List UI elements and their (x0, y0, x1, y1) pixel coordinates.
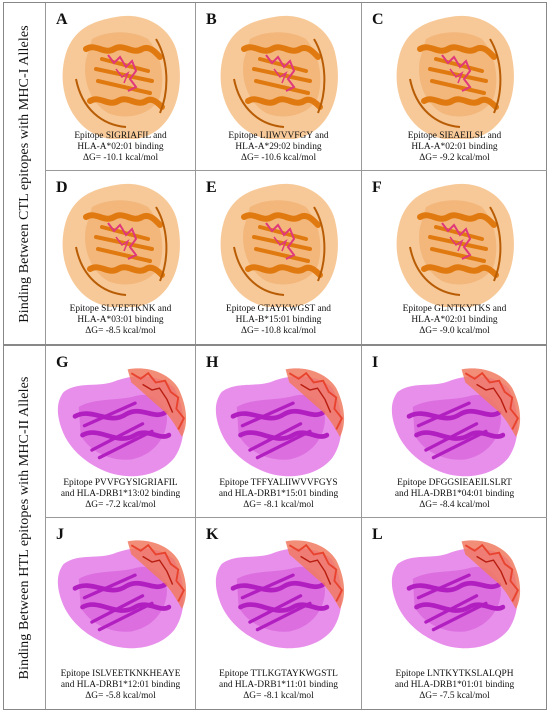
caption-line: Epitope SLVEETKNK and (69, 304, 172, 314)
panel-b: B Epitope LIIWVVFGY and HLA-A*29:02 bindin… (196, 3, 362, 171)
caption-line: HLA-A*02:01 binding (77, 142, 164, 152)
panel-letter: H (206, 354, 219, 371)
section-mhc1: Binding Between CTL epitopes with MHC-I … (3, 2, 547, 345)
caption-line: Epitope GTAYKWGST and (226, 304, 331, 314)
panel-letter: D (56, 179, 68, 196)
caption-line: and HLA-DRB1*01:01 binding (394, 680, 515, 690)
caption-line: Epitope SIEAEILSL and (407, 131, 502, 141)
caption-line: Epitope LNTKYTKSLALQPH (395, 669, 514, 679)
panel-grid-mhc2: G Epitope PVVFGYSIGRIAFIL and HLA-DRB1*13:… (46, 346, 547, 709)
caption-line: and HLA-DRB1*12:01 binding (60, 680, 181, 690)
panel-e: E Epitope GTAYKWGST and HLA-B*15:01 bindin… (196, 171, 362, 344)
binding-energy: ΔG= -8.5 kcal/mol (85, 326, 156, 336)
mhc1-complex-structure (220, 15, 338, 139)
caption-line: Epitope TTLKGTAYKWGSTL (219, 669, 338, 679)
panel-j: J Epitope ISLVEETKNKHEAYE and HLA-DRB1*12:… (46, 518, 196, 709)
mhc1-complex-structure (396, 15, 514, 139)
panel-caption: Epitope GLNTKYTKS and HLA-A*02:01 binding… (364, 304, 545, 337)
caption-line: HLA-A*03:01 binding (77, 315, 164, 325)
panel-letter: F (372, 179, 382, 196)
panel-i: I Epitope DFGGSIEAEILSLRT and HLA-DRB1*04:… (362, 346, 547, 518)
panel-letter: B (206, 11, 217, 28)
mhc2-complex-structure (57, 540, 186, 649)
panel-letter: L (372, 526, 383, 543)
caption-line: Epitope PVVFGYSIGRIAFIL (63, 478, 178, 488)
panel-caption: Epitope LNTKYTKSLALQPH and HLA-DRB1*01:01… (364, 669, 545, 702)
panel-caption: Epitope LIIWVVFGY and HLA-A*29:02 binding… (198, 131, 359, 164)
panel-letter: E (206, 179, 217, 196)
caption-line: and HLA-DRB1*13:02 binding (60, 489, 181, 499)
binding-energy: ΔG= -8.1 kcal/mol (243, 691, 314, 701)
binding-energy: ΔG= -9.2 kcal/mol (419, 153, 490, 163)
panel-caption: Epitope TFFYALIIWVVFGYS and HLA-DRB1*15:0… (198, 478, 359, 511)
panel-letter: K (206, 526, 219, 543)
caption-line: Epitope ISLVEETKNKHEAYE (60, 669, 181, 679)
caption-line: and HLA-DRB1*04:01 binding (394, 489, 515, 499)
caption-line: HLA-A*02:01 binding (411, 142, 498, 152)
panel-h: H Epitope TFFYALIIWVVFGYS and HLA-DRB1*15:… (196, 346, 362, 518)
panel-c: C Epitope SIEAEILSL and HLA-A*02:01 bindin… (362, 3, 547, 171)
panel-letter: A (56, 11, 68, 28)
panel-caption: Epitope PVVFGYSIGRIAFIL and HLA-DRB1*13:0… (48, 478, 193, 511)
binding-energy: ΔG= -9.0 kcal/mol (419, 326, 490, 336)
panel-grid-mhc1: A Epitope SIGRIAFIL and HLA-A*02:01 bindin… (46, 3, 547, 344)
panel-f: F Epitope GLNTKYTKS and HLA-A*02:01 bindin… (362, 171, 547, 344)
mhc2-complex-structure (391, 368, 520, 477)
caption-line: and HLA-DRB1*11:01 binding (219, 680, 338, 690)
binding-energy: ΔG= -10.6 kcal/mol (240, 153, 317, 163)
caption-line: Epitope SIGRIAFIL and (74, 131, 167, 141)
caption-line: and HLA-DRB1*15:01 binding (218, 489, 339, 499)
caption-line: HLA-A*29:02 binding (235, 142, 322, 152)
panel-d: D Epitope SLVEETKNK and HLA-A*03:01 bindin… (46, 171, 196, 344)
caption-line: Epitope TFFYALIIWVVFGYS (219, 478, 338, 488)
binding-energy: ΔG= -7.2 kcal/mol (85, 500, 156, 510)
panel-letter: G (56, 354, 69, 371)
panel-g: G Epitope PVVFGYSIGRIAFIL and HLA-DRB1*13:… (46, 346, 196, 518)
caption-line: Epitope LIIWVVFGY and (228, 131, 329, 141)
caption-line: HLA-A*02:01 binding (411, 315, 498, 325)
panel-letter: J (56, 526, 64, 543)
section-label-mhc2: Binding Between HTL epitopes with MHC-II… (4, 346, 46, 709)
caption-line: HLA-B*15:01 binding (235, 315, 322, 325)
panel-caption: Epitope SIGRIAFIL and HLA-A*02:01 binding… (48, 131, 193, 164)
panel-a: A Epitope SIGRIAFIL and HLA-A*02:01 bindin… (46, 3, 196, 171)
panel-caption: Epitope SLVEETKNK and HLA-A*03:01 binding… (48, 304, 193, 337)
mhc1-complex-structure (62, 183, 180, 307)
mhc1-complex-structure (396, 183, 514, 307)
binding-energy: ΔG= -10.1 kcal/mol (82, 153, 159, 163)
section-label-mhc1: Binding Between CTL epitopes with MHC-I … (4, 3, 46, 344)
panel-caption: Epitope DFGGSIEAEILSLRT and HLA-DRB1*04:0… (364, 478, 545, 511)
binding-energy: ΔG= -8.1 kcal/mol (243, 500, 314, 510)
mhc2-complex-structure (57, 368, 186, 477)
mhc1-complex-structure (220, 183, 338, 307)
panel-caption: Epitope SIEAEILSL and HLA-A*02:01 binding… (364, 131, 545, 164)
mhc2-complex-structure (215, 368, 344, 477)
binding-energy: ΔG= -10.8 kcal/mol (240, 326, 317, 336)
mhc1-complex-structure (62, 15, 180, 139)
panel-caption: Epitope TTLKGTAYKWGSTL and HLA-DRB1*11:01… (198, 669, 359, 702)
mhc2-complex-structure (215, 540, 344, 649)
caption-line: Epitope GLNTKYTKS and (402, 304, 507, 314)
caption-line: Epitope DFGGSIEAEILSLRT (397, 478, 512, 488)
panel-caption: Epitope GTAYKWGST and HLA-B*15:01 binding… (198, 304, 359, 337)
binding-energy: ΔG= -8.4 kcal/mol (419, 500, 490, 510)
panel-caption: Epitope ISLVEETKNKHEAYE and HLA-DRB1*12:0… (48, 669, 193, 702)
binding-energy: ΔG= -7.5 kcal/mol (419, 691, 490, 701)
panel-letter: C (372, 11, 384, 28)
mhc2-complex-structure (391, 540, 520, 649)
binding-energy: ΔG= -5.8 kcal/mol (85, 691, 156, 701)
panel-k: K Epitope TTLKGTAYKWGSTL and HLA-DRB1*11:0… (196, 518, 362, 709)
panel-letter: I (372, 354, 379, 371)
panel-l: L Epitope LNTKYTKSLALQPH and HLA-DRB1*01:0… (362, 518, 547, 709)
section-mhc2: Binding Between HTL epitopes with MHC-II… (3, 345, 547, 710)
